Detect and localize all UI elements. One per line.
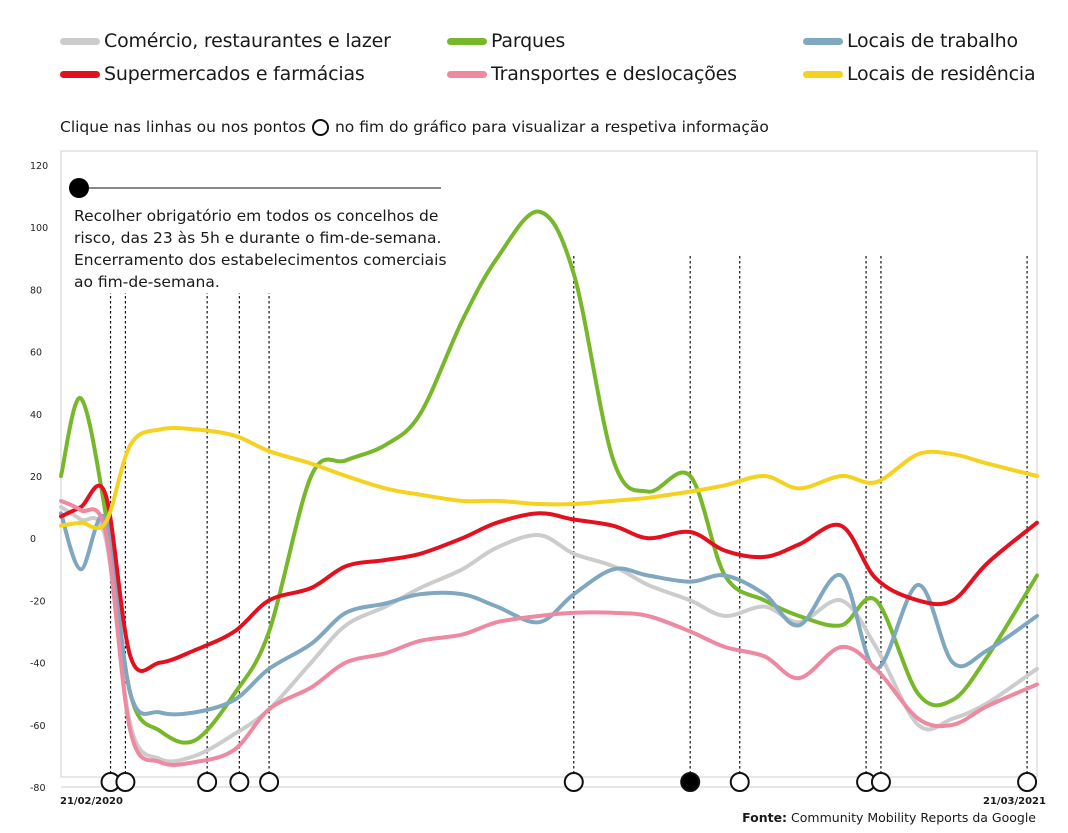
legend-label: Parques xyxy=(491,30,566,52)
series-line[interactable] xyxy=(59,483,1039,673)
legend-label: Comércio, restaurantes e lazer xyxy=(104,30,391,52)
instruction-text: Clique nas linhas ou nos pontos no fim d… xyxy=(60,118,769,136)
legend-swatch xyxy=(60,70,100,78)
source-label: Fonte: xyxy=(742,810,788,825)
legend-label: Transportes e deslocações xyxy=(491,63,737,85)
event-marker[interactable] xyxy=(197,772,218,792)
legend-item-6[interactable]: Locais de residência xyxy=(803,61,1036,87)
event-marker[interactable] xyxy=(1017,772,1038,792)
start-date-label: 21/02/2020 xyxy=(60,796,123,807)
y-tick-label: 40 xyxy=(30,410,42,421)
legend-swatch xyxy=(60,37,100,45)
marker-ring-icon xyxy=(311,118,329,136)
legend-item-5[interactable]: Transportes e deslocações xyxy=(447,61,737,87)
legend-item-3[interactable]: Locais de trabalho xyxy=(803,28,1018,54)
y-tick-label: -40 xyxy=(30,659,46,670)
legend-swatch xyxy=(447,37,487,45)
series-line[interactable] xyxy=(59,498,1039,767)
legend-swatch xyxy=(447,70,487,78)
instruction-before: Clique nas linhas ou nos pontos xyxy=(60,118,306,136)
y-tick-label: -60 xyxy=(30,721,46,732)
series-line[interactable] xyxy=(59,425,1039,531)
y-tick-label: 0 xyxy=(30,534,36,545)
instruction-after: no fim do gráfico para visualizar a resp… xyxy=(334,118,769,136)
y-tick-label: 120 xyxy=(30,161,48,172)
legend-label: Supermercados e farmácias xyxy=(104,63,365,85)
legend-label: Locais de trabalho xyxy=(847,30,1018,52)
event-marker[interactable] xyxy=(115,772,136,792)
event-marker[interactable] xyxy=(680,772,701,792)
legend-item-1[interactable]: Comércio, restaurantes e lazer xyxy=(60,28,391,54)
series-line[interactable] xyxy=(59,505,1039,764)
event-marker[interactable] xyxy=(729,772,750,792)
event-marker[interactable] xyxy=(870,772,891,792)
source-note: Fonte: Community Mobility Reports da Goo… xyxy=(742,810,1036,825)
event-marker[interactable] xyxy=(563,772,584,792)
annotation-dot xyxy=(69,178,89,198)
event-marker[interactable] xyxy=(259,772,280,792)
y-tick-label: 20 xyxy=(30,472,42,483)
annotation-text: Recolher obrigatório em todos os concelh… xyxy=(74,205,454,293)
source-text: Community Mobility Reports da Google xyxy=(791,810,1036,825)
legend-item-4[interactable]: Supermercados e farmácias xyxy=(60,61,365,87)
event-marker[interactable] xyxy=(229,772,250,792)
y-tick-label: 100 xyxy=(30,223,48,234)
legend-item-2[interactable]: Parques xyxy=(447,28,565,54)
y-tick-label: 80 xyxy=(30,285,42,296)
y-tick-label: -80 xyxy=(30,783,46,794)
end-date-label: 21/03/2021 xyxy=(983,796,1046,807)
legend-label: Locais de residência xyxy=(847,63,1036,85)
legend: Comércio, restaurantes e lazer Parques Loc… xyxy=(0,0,1068,100)
legend-swatch xyxy=(803,37,843,45)
y-tick-label: 60 xyxy=(30,348,42,359)
y-tick-label: -20 xyxy=(30,596,46,607)
legend-swatch xyxy=(803,70,843,78)
